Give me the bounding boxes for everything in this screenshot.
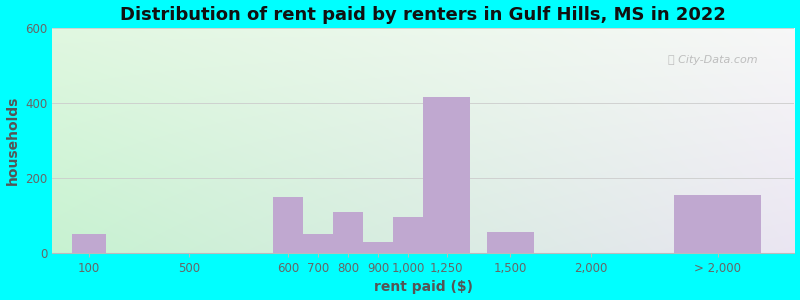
X-axis label: rent paid ($): rent paid ($) — [374, 280, 473, 294]
Bar — [363, 242, 394, 253]
Bar — [674, 195, 761, 253]
Bar — [72, 234, 106, 253]
Bar — [487, 232, 534, 253]
Bar — [423, 97, 470, 253]
Text: ⓘ City-Data.com: ⓘ City-Data.com — [668, 55, 758, 65]
Y-axis label: households: households — [6, 96, 19, 185]
Bar — [394, 217, 423, 253]
Title: Distribution of rent paid by renters in Gulf Hills, MS in 2022: Distribution of rent paid by renters in … — [120, 6, 726, 24]
Bar — [273, 196, 303, 253]
Bar — [303, 234, 333, 253]
Bar — [333, 212, 363, 253]
